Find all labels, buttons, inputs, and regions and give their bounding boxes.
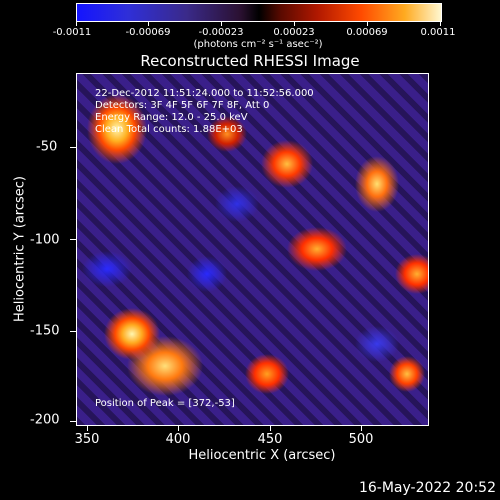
colorbar-tick-label: -0.00023 (198, 27, 244, 38)
y-tick (70, 239, 76, 240)
y-tick (70, 331, 76, 332)
y-tick-label: -150 (30, 323, 60, 339)
time-range-text: 22-Dec-2012 11:51:24.000 to 11:52:56.000 (95, 88, 314, 99)
colorbar-tick-label: 0.00023 (273, 27, 315, 38)
x-tick-label: 350 (74, 432, 100, 447)
clean-counts-text: Clean Total counts: 1.88E+03 (95, 124, 243, 135)
colorbar-tick (221, 21, 222, 26)
y-axis-title: Heliocentric Y (arcsec) (12, 176, 28, 322)
colorbar-tick (440, 21, 441, 26)
y-tick-label: -100 (30, 232, 60, 248)
detectors-text: Detectors: 3F 4F 5F 6F 7F 8F, Att 0 (95, 100, 270, 111)
x-tick (178, 425, 179, 431)
y-tick (70, 147, 76, 148)
y-tick-label: -50 (36, 139, 58, 155)
peak-position-text: Position of Peak = [372,-53] (95, 398, 235, 409)
plot-title: Reconstructed RHESSI Image (140, 52, 360, 70)
y-tick (70, 421, 76, 422)
rhessi-image (76, 73, 429, 426)
colorbar-tick (148, 21, 149, 26)
colorbar-tick-label: 0.00069 (346, 27, 388, 38)
colorbar-tick (294, 21, 295, 26)
colorbar-units: (photons cm⁻² s⁻¹ asec⁻²) (193, 39, 323, 50)
y-tick-label: -200 (30, 412, 60, 428)
x-tick (270, 425, 271, 431)
colorbar-tick (76, 21, 77, 26)
colorbar-tick-label: -0.00069 (125, 27, 171, 38)
x-tick (361, 425, 362, 431)
x-tick-label: 400 (165, 432, 191, 447)
colorbar-tick-label: -0.0011 (52, 27, 92, 38)
x-tick-label: 500 (348, 432, 374, 447)
x-tick (87, 425, 88, 431)
energy-range-text: Energy Range: 12.0 - 25.0 keV (95, 112, 248, 123)
colorbar (76, 3, 442, 22)
timestamp: 16-May-2022 20:52 (358, 480, 496, 496)
x-axis-title: Heliocentric X (arcsec) (188, 448, 336, 463)
colorbar-tick (367, 21, 368, 26)
colorbar-tick-label: 0.0011 (420, 27, 456, 38)
x-tick-label: 450 (257, 432, 283, 447)
